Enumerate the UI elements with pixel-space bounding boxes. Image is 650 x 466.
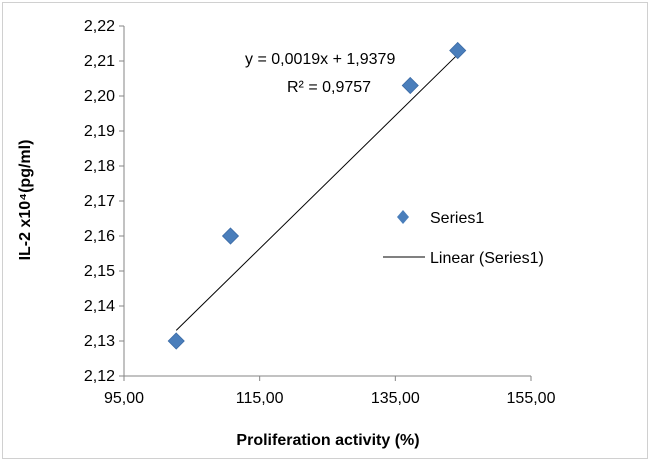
data-point [221,227,240,245]
y-tick-label: 2,12 [84,368,115,385]
data-point [401,76,419,95]
x-tick-label: 115,00 [236,390,284,407]
y-tick-label: 2,21 [84,53,115,70]
y-tick-label: 2,20 [84,88,115,105]
y-tick-label: 2,16 [84,228,115,245]
x-tick-label: 135,00 [371,390,420,407]
x-tick-label: 155,00 [507,390,556,407]
legend-label-linear: Linear (Series1) [430,250,544,267]
y-axis-title: IL-2 x10⁴(pg/ml) [17,140,34,261]
y-tick-label: 2,15 [84,263,115,280]
y-tick-label: 2,13 [84,333,115,350]
legend: Series1 Linear (Series1) [383,210,544,267]
trendline-linear [175,54,459,331]
x-tick-label: 95,00 [104,390,144,407]
data-point [449,41,467,60]
x-axis-title: Proliferation activity (%) [236,432,419,449]
chart-border [2,2,648,459]
y-tick-label: 2,22 [84,18,115,35]
legend-marker-series1 [397,210,409,224]
legend-label-series1: Series1 [430,210,484,227]
y-tick-label: 2,19 [84,123,115,140]
trendline-r-squared: R² = 0,9757 [287,79,371,96]
points-layer [167,41,467,350]
trendline-equation: y = 0,0019x + 1,9379 [245,51,395,68]
y-tick-label: 2,18 [84,158,115,175]
axes: 2,12 2,13 2,14 2,15 2,16 2,17 2,18 2,19 2,20 2,21… [84,18,556,407]
y-tick-label: 2,14 [84,298,115,315]
y-tick-label: 2,17 [84,193,115,210]
trendline-layer [175,54,459,331]
data-point [167,332,185,350]
